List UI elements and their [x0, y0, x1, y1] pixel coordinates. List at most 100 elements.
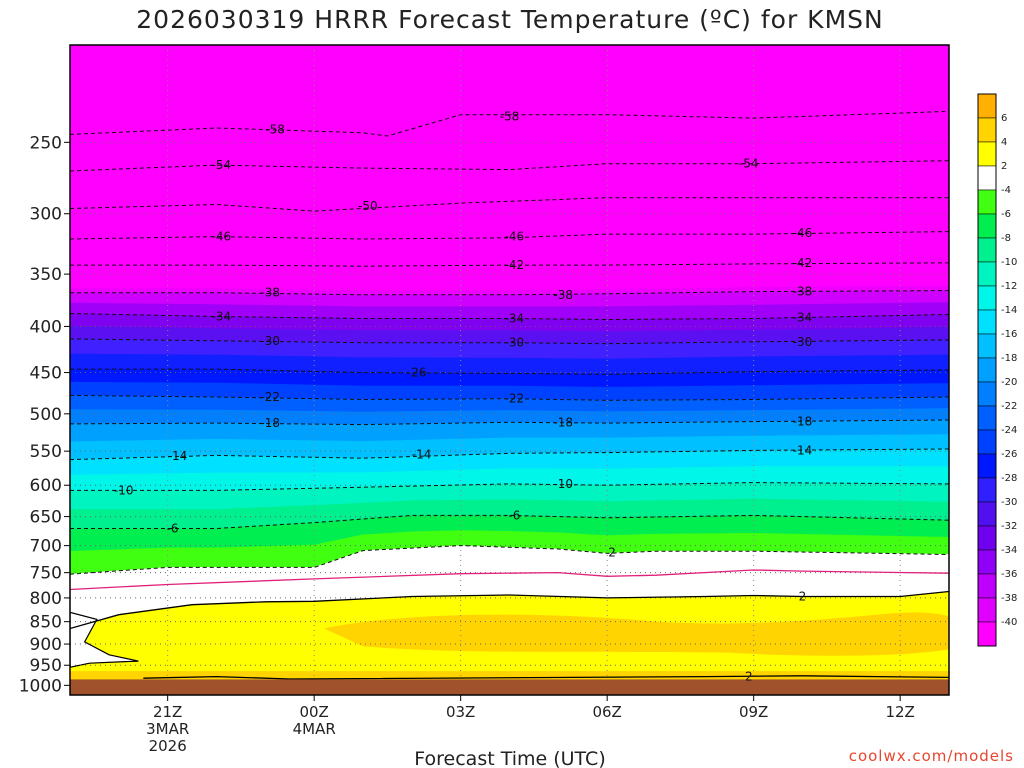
colorbar-label: 4 [1001, 137, 1007, 148]
colorbar-label: -36 [1001, 569, 1017, 580]
contour-label: -14 [412, 448, 432, 462]
colorbar-swatch [977, 597, 997, 623]
colorbar-swatch [977, 381, 997, 407]
contour-label: -38 [793, 285, 813, 299]
colorbar-swatch [977, 357, 997, 383]
contour-label: -54 [212, 158, 232, 172]
colorbar-swatch [977, 525, 997, 551]
isotherm--58 [70, 110, 949, 137]
y-tick-label: 450 [30, 364, 62, 384]
colorbar-swatch [977, 621, 997, 647]
isotherm-2 [70, 590, 949, 630]
colorbar-swatch [977, 453, 997, 479]
colorbar-swatch [977, 333, 997, 359]
contour-label: -46 [505, 230, 525, 244]
contour-label: -30 [793, 335, 813, 349]
x-tick-label: 21Z [153, 703, 182, 721]
contour-labels: -58 -58 -54 -54 -50 -46 -46 -46 -42 -42 -38 -38 -38 -… [114, 109, 813, 683]
isotherm-lines [70, 110, 949, 680]
colorbar-swatch [977, 189, 997, 215]
isotherm--6 [70, 514, 949, 529]
x-axis-label: Forecast Time (UTC) [414, 748, 605, 768]
colorbar-swatch [977, 141, 997, 167]
colorbar-swatch [977, 261, 997, 287]
contour-label: -42 [505, 258, 525, 272]
y-tick-label: 600 [30, 476, 62, 496]
x-tick-label: 12Z [885, 703, 914, 721]
x-tick-label: 4MAR [293, 720, 336, 738]
colorbar-label: -4 [1001, 185, 1011, 196]
contour-label: -42 [793, 256, 813, 270]
colorbar-label: 2 [1001, 161, 1007, 172]
colorbar-frame [977, 93, 997, 647]
x-tick-label: 3MAR [146, 720, 189, 738]
colorbar-swatch [977, 285, 997, 311]
colorbar-label: -14 [1001, 305, 1017, 316]
x-tick-label: 03Z [446, 703, 475, 721]
y-tick-label: 250 [30, 133, 62, 153]
colorbar-swatch [977, 117, 997, 143]
y-tick-label: 700 [30, 537, 62, 557]
colorbar-label: -18 [1001, 353, 1017, 364]
contour-label: -22 [260, 390, 280, 404]
colorbar-swatch [977, 213, 997, 239]
y-tick-label: 300 [30, 205, 62, 225]
contour-label: -6 [167, 521, 179, 535]
colorbar-label: -20 [1001, 377, 1017, 388]
contour-label: -10 [553, 477, 573, 491]
contour-label: -14 [168, 449, 188, 463]
contour-label: -18 [553, 415, 573, 429]
cold-pocket [70, 611, 139, 668]
colorbar-label: -32 [1001, 521, 1017, 532]
contour-label: -18 [793, 415, 813, 429]
contour-label: -38 [553, 288, 573, 302]
colorbar-swatch [977, 165, 997, 191]
colorbar-label: -24 [1001, 425, 1017, 436]
colorbar-label: -12 [1001, 281, 1017, 292]
y-tick-label: 550 [30, 442, 62, 462]
colorbar-label: -40 [1001, 617, 1017, 628]
y-tick-label: 750 [30, 564, 62, 584]
colorbar-label: -30 [1001, 497, 1017, 508]
colorbar-swatch [977, 405, 997, 431]
contour-label: -18 [260, 416, 280, 430]
contour-label: -54 [739, 157, 759, 171]
x-tick-label: 09Z [739, 703, 768, 721]
colorbar-swatch [977, 477, 997, 503]
contour-label: -30 [260, 334, 280, 348]
plot-area: -58 -58 -54 -54 -50 -46 -46 -46 -42 -42 -38 -38 -38 -… [70, 45, 949, 695]
grid [70, 45, 949, 695]
colorbar-label: -34 [1001, 545, 1017, 556]
chart-title: 2026030319 HRRR Forecast Temperature (ºC… [136, 5, 883, 34]
colorbar-label: -38 [1001, 593, 1017, 604]
contour-label: -6 [508, 508, 520, 522]
colorbar-label: -22 [1001, 401, 1017, 412]
colorbar-label: -16 [1001, 329, 1017, 340]
contour-label: 2 [608, 545, 616, 559]
contour-label: -30 [505, 336, 525, 350]
colorbar-swatch [977, 237, 997, 263]
contour-label: -50 [358, 199, 378, 213]
isotherm-2 [143, 675, 949, 680]
x-tick-label: 00Z [299, 703, 328, 721]
colorbar-label: 6 [1001, 113, 1007, 124]
contour-label: -58 [500, 109, 520, 123]
colorbar-label: -8 [1001, 233, 1011, 244]
y-tick-label: 500 [30, 405, 62, 425]
y-tick-label: 350 [30, 265, 62, 285]
colorbar-swatch [977, 573, 997, 599]
colorbar-label: -26 [1001, 449, 1017, 460]
ground [70, 679, 949, 695]
contour-label: -46 [793, 226, 813, 240]
contour-label: -58 [265, 123, 285, 137]
y-tick-label: 650 [30, 508, 62, 528]
axes: 2503003504004505005506006507007508008509… [19, 44, 950, 755]
colorbar-swatch [977, 309, 997, 335]
contour-label: -14 [793, 443, 813, 457]
warm-core [323, 612, 949, 656]
contour-label: -34 [212, 310, 232, 324]
colorbar: 6 4 2 -4 -6 -8 -10 -12 -14 -16 -18 -20 -22 -24 -26 -28 -… [977, 93, 1017, 647]
colorbar-label: -10 [1001, 257, 1017, 268]
y-tick-label: 800 [30, 589, 62, 609]
